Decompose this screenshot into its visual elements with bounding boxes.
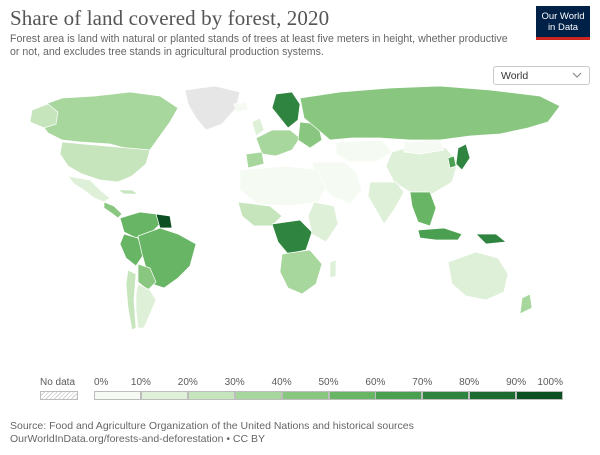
region-argentina[interactable] (135, 283, 157, 329)
region-iceland[interactable] (233, 101, 249, 113)
legend-tick-label: 70% (412, 377, 433, 388)
region-uk[interactable] (251, 117, 265, 137)
logo-line-2: in Data (547, 22, 579, 33)
region-papua-new-guinea[interactable] (475, 233, 507, 245)
region-western-europe[interactable] (255, 129, 301, 157)
legend-tick-label: 40% (271, 377, 292, 388)
legend-tick-label: 60% (365, 377, 386, 388)
region-select[interactable]: World (493, 66, 590, 85)
legend-swatch[interactable] (516, 391, 564, 400)
legend-nodata-label: No data (40, 377, 76, 388)
legend-swatch[interactable] (94, 391, 141, 400)
region-bolivia-paraguay[interactable] (137, 263, 157, 291)
source-line-2[interactable]: OurWorldInData.org/forests-and-deforesta… (10, 432, 266, 445)
region-central-africa[interactable] (271, 219, 313, 255)
world-map (29, 85, 561, 331)
region-australia[interactable] (447, 251, 509, 301)
legend-tick-label: 100% (537, 377, 563, 388)
legend-swatch[interactable] (375, 391, 423, 400)
region-russia[interactable] (299, 85, 561, 141)
owid-logo[interactable]: Our World in Data (536, 6, 590, 40)
map-legend: No data 0% 10% 20% 30% 40% 50% 60% 70% 80% 90% 100… (0, 372, 600, 408)
legend-swatch[interactable] (328, 391, 376, 400)
legend-swatch[interactable] (187, 391, 235, 400)
region-india[interactable] (367, 181, 405, 225)
chart-title: Share of land covered by forest, 2020 (10, 6, 330, 30)
legend-tick-label: 20% (177, 377, 198, 388)
legend-swatch[interactable] (422, 391, 470, 400)
source-note: Source: Food and Agriculture Organizatio… (10, 420, 414, 445)
region-alaska[interactable] (29, 103, 59, 129)
region-indonesia[interactable] (417, 227, 463, 241)
region-central-america[interactable] (103, 201, 123, 219)
region-chile[interactable] (125, 269, 137, 331)
region-southeast-asia[interactable] (409, 191, 437, 227)
region-greenland[interactable] (184, 85, 241, 131)
region-cuba[interactable] (117, 189, 139, 195)
logo-line-1: Our World (541, 11, 585, 22)
region-korea[interactable] (447, 155, 457, 169)
region-new-zealand[interactable] (519, 293, 533, 315)
region-north-africa[interactable] (239, 165, 327, 207)
region-select-value: World (501, 70, 529, 82)
legend-swatch[interactable] (140, 391, 188, 400)
region-scandinavia[interactable] (271, 91, 301, 129)
region-usa[interactable] (59, 141, 151, 183)
source-line-1: Source: Food and Agriculture Organizatio… (10, 420, 414, 432)
legend-swatch[interactable] (281, 391, 329, 400)
region-guianas[interactable] (155, 213, 173, 229)
region-east-africa[interactable] (307, 201, 339, 243)
region-madagascar[interactable] (329, 259, 337, 279)
region-southern-africa[interactable] (279, 249, 323, 295)
legend-nodata-swatch (40, 391, 78, 400)
region-japan[interactable] (455, 143, 471, 171)
legend-tick-label: 90% (506, 377, 527, 388)
legend-tick-label: 50% (318, 377, 339, 388)
region-mongolia[interactable] (403, 139, 445, 155)
legend-swatch[interactable] (469, 391, 517, 400)
legend-tick-label: 10% (130, 377, 151, 388)
legend-tick-label: 30% (224, 377, 245, 388)
chevron-down-icon (572, 72, 582, 78)
region-peru[interactable] (119, 233, 145, 267)
legend-swatch[interactable] (234, 391, 282, 400)
legend-tick-label: 0% (94, 377, 109, 388)
chart-subtitle: Forest area is land with natural or plan… (10, 33, 508, 58)
region-west-africa[interactable] (237, 201, 283, 227)
region-iberia[interactable] (245, 151, 265, 169)
logo-bar (536, 37, 590, 40)
region-canada[interactable] (39, 91, 179, 151)
region-kazakhstan[interactable] (335, 139, 393, 163)
legend-tick-label: 80% (459, 377, 480, 388)
